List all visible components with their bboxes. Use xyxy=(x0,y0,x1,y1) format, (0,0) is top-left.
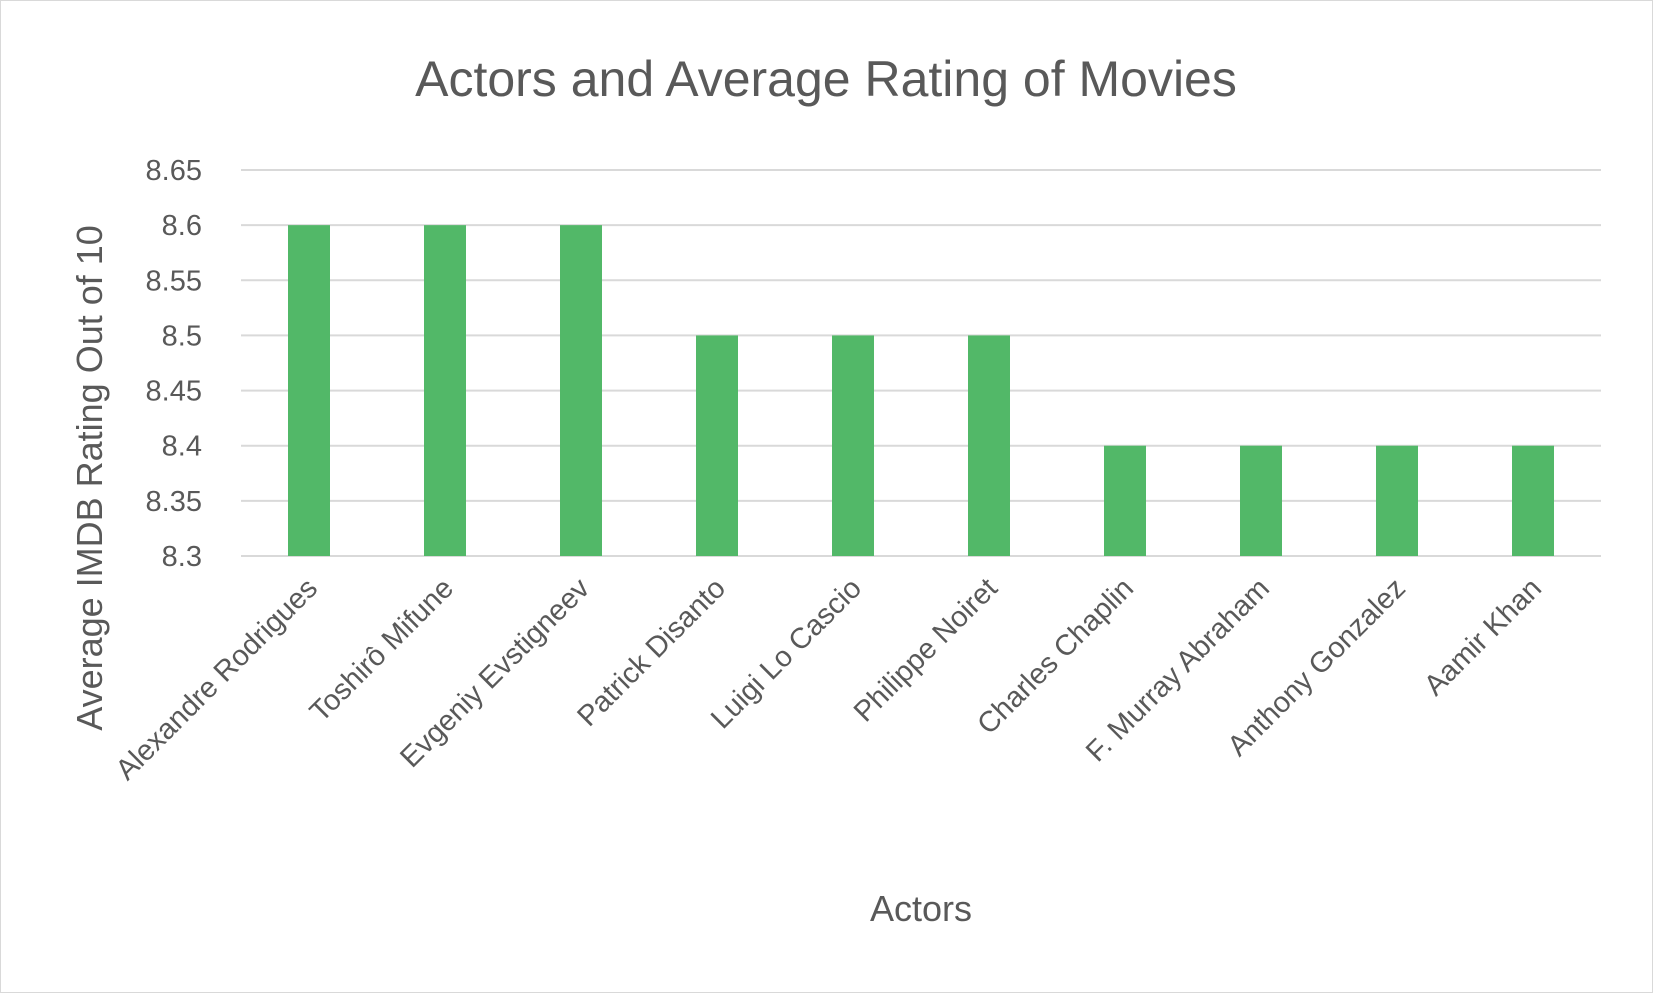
bar-charles-chaplin xyxy=(1104,445,1146,556)
gridlines xyxy=(241,169,1601,557)
chart-title: Actors and Average Rating of Movies xyxy=(415,51,1237,107)
y-tick-label: 8.4 xyxy=(162,431,202,463)
bar-philippe-noiret xyxy=(968,335,1010,556)
x-tick-label: Toshirô Mifune xyxy=(304,572,460,728)
bar-alexandre-rodrigues xyxy=(288,225,330,556)
bar-luigi-lo-cascio xyxy=(832,335,874,556)
y-tick-label: 8.3 xyxy=(162,541,202,573)
bar-patrick-disanto xyxy=(696,335,738,556)
x-tick-label: Aamir Khan xyxy=(1418,572,1548,702)
y-tick-label: 8.6 xyxy=(162,210,202,242)
bar-evgeniy-evstigneev xyxy=(560,225,602,556)
bar-f-murray-abraham xyxy=(1240,445,1282,556)
y-axis-title: Average IMDB Rating Out of 10 xyxy=(69,225,110,731)
y-tick-label: 8.35 xyxy=(146,486,202,518)
bar-toshir-mifune xyxy=(424,225,466,556)
x-tick-label: Philippe Noiret xyxy=(848,572,1004,728)
x-axis-title: Actors xyxy=(870,888,972,929)
bar-aamir-khan xyxy=(1512,445,1554,556)
x-tick-label: Alexandre Rodrigues xyxy=(110,572,324,786)
y-tick-label: 8.5 xyxy=(162,320,202,352)
y-tick-label: 8.55 xyxy=(146,265,202,297)
bars xyxy=(288,225,1554,556)
y-tick-label: 8.45 xyxy=(146,376,202,408)
y-tick-label: 8.65 xyxy=(146,155,202,187)
y-tick-labels: 8.3 8.35 8.4 8.45 8.5 8.55 8.6 8.65 xyxy=(146,155,202,573)
bar-anthony-gonzalez xyxy=(1376,445,1418,556)
